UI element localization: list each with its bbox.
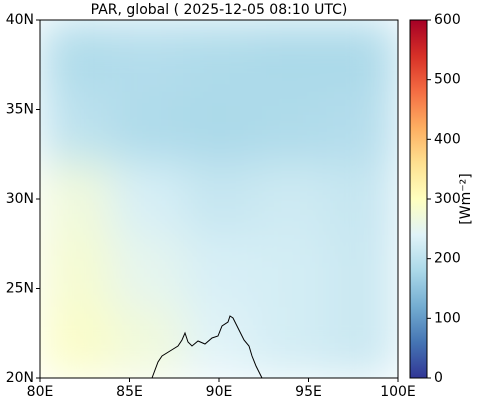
colorbar-tick-label: 0 xyxy=(434,370,443,386)
cell xyxy=(111,163,184,236)
colorbar-tick-label: 400 xyxy=(434,131,461,147)
cell xyxy=(183,306,256,378)
cell xyxy=(183,91,256,164)
x-tick-label: 90E xyxy=(206,384,233,400)
colorbar-tick-label: 200 xyxy=(434,251,461,267)
cell xyxy=(254,234,327,307)
cell xyxy=(40,306,113,378)
colorbar-label: [Wm⁻²] xyxy=(458,173,474,224)
cell xyxy=(326,91,398,164)
cell xyxy=(254,91,327,164)
colorbar-tick-label: 500 xyxy=(434,72,461,88)
cell xyxy=(183,20,256,93)
cell xyxy=(183,234,256,307)
cell xyxy=(40,20,113,93)
chart-title: PAR, global ( 2025-12-05 08:10 UTC) xyxy=(91,2,348,18)
x-tick-label: 85E xyxy=(116,384,143,400)
cell xyxy=(40,163,113,236)
x-tick-label: 95E xyxy=(295,384,322,400)
x-tick-label: 80E xyxy=(27,384,54,400)
cells xyxy=(40,20,398,378)
y-tick-label: 25N xyxy=(6,281,34,297)
cell xyxy=(111,20,184,93)
y-tick-label: 40N xyxy=(6,12,34,28)
cell xyxy=(254,306,327,378)
cell xyxy=(111,306,184,378)
cell xyxy=(183,163,256,236)
cell xyxy=(326,20,398,93)
cell xyxy=(111,91,184,164)
cell xyxy=(254,163,327,236)
cell xyxy=(40,91,113,164)
cell xyxy=(111,234,184,307)
y-tick-label: 20N xyxy=(6,370,34,386)
coastline xyxy=(151,315,263,378)
cell xyxy=(326,234,398,307)
y-tick-label: 30N xyxy=(6,191,34,207)
colorbar-tick-label: 300 xyxy=(434,191,461,207)
field xyxy=(40,20,398,378)
colorbar-tick-label: 600 xyxy=(434,12,461,28)
x-tick-label: 100E xyxy=(380,384,416,400)
cell xyxy=(254,20,327,93)
colorbar xyxy=(409,19,428,379)
y-tick-label: 35N xyxy=(6,102,34,118)
cell xyxy=(326,306,398,378)
colorbar-tick-label: 100 xyxy=(434,310,461,326)
cell xyxy=(40,234,113,307)
cell xyxy=(326,163,398,236)
